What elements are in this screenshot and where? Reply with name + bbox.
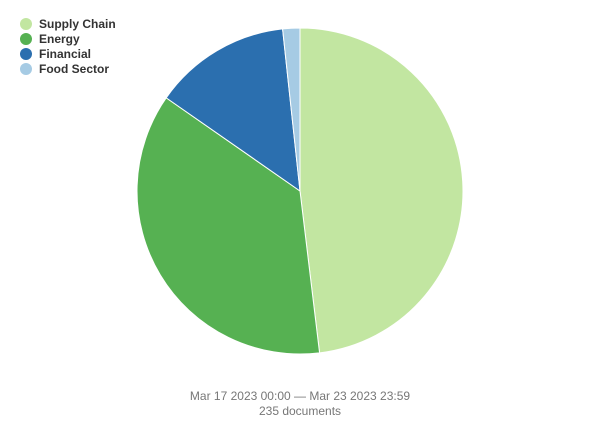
legend-item-financial[interactable]: Financial xyxy=(20,46,116,61)
legend-item-supply-chain[interactable]: Supply Chain xyxy=(20,16,116,31)
legend-swatch-food-sector xyxy=(20,62,32,75)
pie-slice-energy[interactable] xyxy=(136,97,321,355)
legend-label: Food Sector xyxy=(39,61,110,76)
pie-slice-supply-chain[interactable] xyxy=(299,27,464,354)
pie-slice-financial[interactable] xyxy=(165,28,301,192)
legend-label: Energy xyxy=(39,31,80,46)
pie-slice-food-sector[interactable] xyxy=(282,27,301,192)
legend-swatch-supply-chain xyxy=(20,17,32,30)
document-count-label: 235 documents xyxy=(258,404,342,418)
legend-label: Financial xyxy=(39,46,92,61)
chart-legend: Supply Chain Energy Financial Food Secto… xyxy=(20,16,116,76)
legend-item-energy[interactable]: Energy xyxy=(20,31,116,46)
legend-label: Supply Chain xyxy=(39,16,116,31)
legend-swatch-energy xyxy=(20,32,32,45)
pie-chart xyxy=(136,27,464,355)
date-range-label: Mar 17 2023 00:00 — Mar 23 2023 23:59 xyxy=(189,389,411,403)
legend-item-food-sector[interactable]: Food Sector xyxy=(20,61,116,76)
legend-swatch-financial xyxy=(20,47,32,60)
